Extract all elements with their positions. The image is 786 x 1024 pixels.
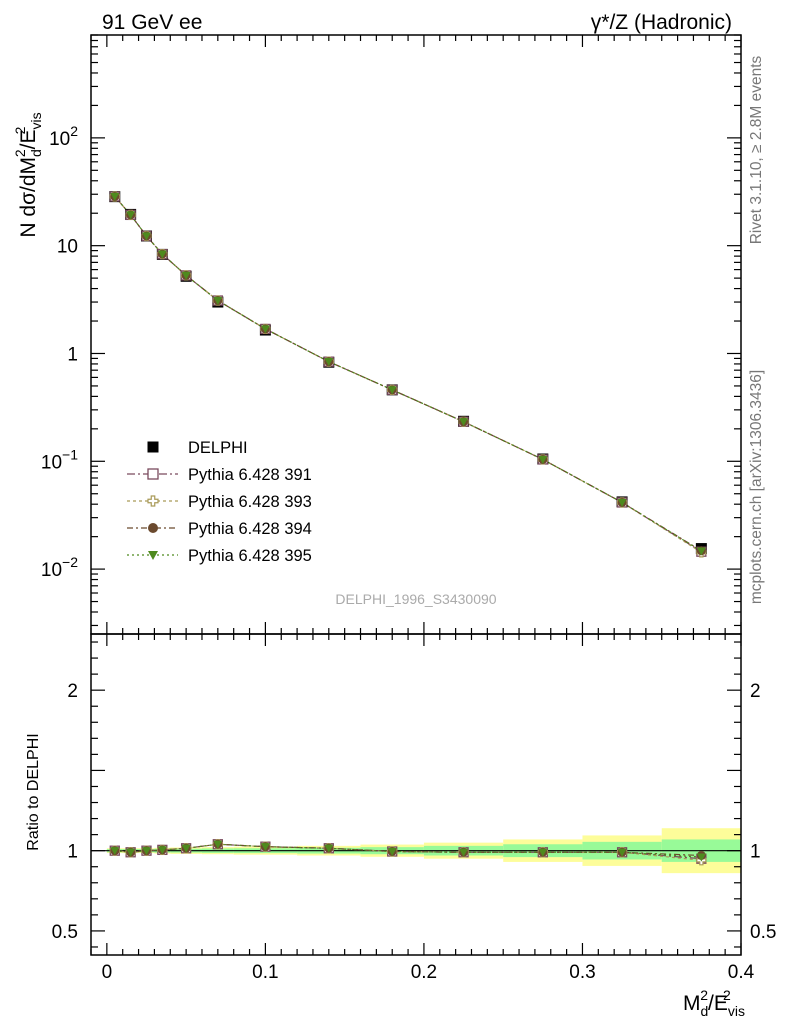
legend-marker-p391 [147,468,159,480]
main-frame [90,34,742,635]
x-tick-label-2: 0.2 [411,962,437,983]
ratio-point-p395-8 [387,847,397,856]
header-right: γ*/Z (Hadronic) [591,11,732,34]
legend-label-data: DELPHI [188,439,248,457]
ratio-point-p395-9 [459,848,469,857]
mcplots-label: mcplots.cern.ch [arXiv:1306.3436] [748,370,765,604]
ratio-markers [109,839,707,866]
x-tick-label-0: 0 [102,962,113,983]
main-point-p395-1 [126,211,136,220]
ratio-y-tick-label-left-2: 2 [67,681,78,702]
axes [90,34,742,956]
xlabel: Md2/Evis2 [683,987,745,1019]
main-point-p395-6 [260,325,270,334]
legend-marker-p394 [148,523,158,533]
ratio-point-p395-1 [126,848,136,857]
main-y-tick-label-1: 10−1 [41,446,78,473]
main-point-p395-5 [213,296,223,306]
main-point-p395-0 [110,192,120,201]
ratio-point-p395-4 [181,844,191,853]
rivet-label: Rivet 3.1.10, ≥ 2.8M events [748,55,765,244]
main-point-p395-4 [181,271,191,280]
main-ylabel-text: N dσ/dM [17,157,40,238]
ratio-point-p395-5 [213,840,223,849]
main-point-p395-8 [387,386,397,395]
analysis-watermark: DELPHI_1996_S3430090 [335,591,496,607]
ratio-point-p395-3 [157,846,167,855]
main-point-p395-10 [538,455,548,464]
main-y-tick-label-4: 102 [49,123,78,150]
ratio-point-p395-2 [141,847,151,856]
main-markers [109,191,707,558]
x-tick-label-3: 0.3 [569,962,595,983]
ratio-point-p395-12 [696,853,706,862]
ratio-ylabel: Ratio to DELPHI [25,733,42,850]
ticks: 0 0.1 0.2 0.3 0.4 10−2 10−1 1 10 102 0.5 0.5 1 1 2 2 [41,34,776,983]
legend-label-p394: Pythia 6.428 394 [188,520,312,538]
ratio-point-p395-10 [538,848,548,857]
ratio-point-p395-7 [324,844,334,853]
ratio-y-tick-label-right-2: 2 [750,681,761,702]
legend-label-p395: Pythia 6.428 395 [188,547,312,565]
ratio-frame [90,633,742,956]
legend-marker-p395 [148,551,158,560]
legend-marker-data [147,441,159,453]
x-tick-label-4: 0.4 [728,962,755,983]
main-point-p395-2 [141,232,151,241]
main-y-tick-label-2: 1 [67,344,78,365]
main-point-p395-9 [459,418,469,427]
legend-label-p391: Pythia 6.428 391 [188,466,312,484]
main-point-p395-12 [696,547,706,556]
ratio-point-p395-0 [110,847,120,856]
main-point-p395-3 [157,250,167,259]
ratio-point-p395-6 [260,843,270,852]
main-point-p395-11 [617,498,627,507]
main-ylabel: N dσ/dMd2/Evis2 [12,112,44,237]
x-tick-label-1: 0.1 [252,962,278,983]
legend: DELPHI Pythia 6.428 391 Pythia 6.428 393 Py… [127,439,312,565]
main-y-tick-label-0: 10−2 [41,554,78,581]
ratio-y-tick-label-left-1: 1 [67,842,78,863]
legend-label-p393: Pythia 6.428 393 [188,493,312,511]
ratio-y-tick-label-left-0: 0.5 [52,922,78,943]
ratio-y-tick-label-right-0: 0.5 [750,922,776,943]
ratio-point-p395-11 [617,848,627,857]
header-left: 91 GeV ee [102,11,202,34]
main-y-tick-label-3: 10 [57,237,78,258]
main-point-p395-7 [324,358,334,367]
legend-marker-p393 [147,495,159,507]
ratio-y-tick-label-right-1: 1 [750,842,761,863]
